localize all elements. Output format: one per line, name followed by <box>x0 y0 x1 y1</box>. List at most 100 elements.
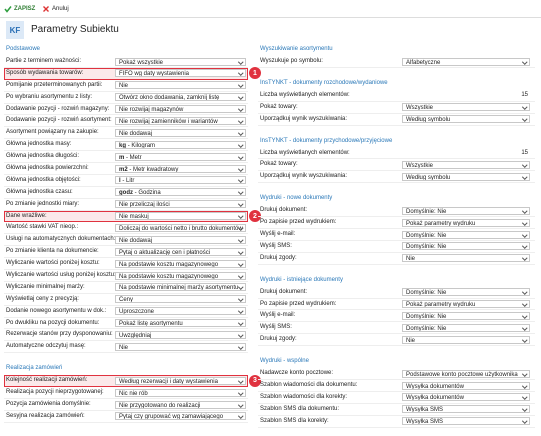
setting-row: Dane wrażliwe: Nie maskuj 2 <box>4 210 261 223</box>
setting-label: Główna jednostka objętości: <box>6 176 81 183</box>
select-value: - Litr <box>122 178 135 185</box>
select-box[interactable]: Wszystkie <box>402 160 530 169</box>
chevron <box>521 325 527 331</box>
select-value: Wszystkie <box>406 162 433 169</box>
setting-row: Główna jednostka objętości: l - Litr <box>4 175 248 187</box>
chevron <box>521 243 527 249</box>
select-value: Nie przeliczaj ilości <box>119 202 170 209</box>
setting-row: Wyślij e-mail: Domyślnie: Nie <box>258 310 535 323</box>
select-box[interactable]: godz - Godzina <box>115 188 246 197</box>
setting-row: Drukuj zgody: Nie <box>258 253 535 265</box>
select-box[interactable]: Na podstawie kosztu magazynowego <box>115 259 246 268</box>
select-value: Pokaż parametry wydruku <box>406 302 476 309</box>
setting-row: Uporządkuj wynik wyszukiwania: Według sym… <box>258 171 535 184</box>
chevron <box>521 382 527 388</box>
setting-label: Wartość stawki VAT nieop.: <box>6 224 79 231</box>
select-box[interactable]: Nie przeliczaj ilości <box>115 200 246 209</box>
cancel-button[interactable]: Anuluj <box>42 4 69 13</box>
setting-row: Drukuj zgody: Nie <box>258 334 535 347</box>
select-box[interactable]: Nie maskuj <box>115 212 246 221</box>
section: Wydruki - istniejące dokumenty Drukuj dok… <box>258 273 535 347</box>
select-box[interactable]: Nie <box>402 335 530 344</box>
select-box[interactable]: Według symbolu <box>402 172 530 181</box>
select-box[interactable]: Wszystkie <box>402 103 530 112</box>
select-value: Nie <box>119 83 129 90</box>
chevron <box>521 219 527 225</box>
select-box[interactable]: Według symbolu <box>402 115 530 124</box>
setting-label: Drukuj zgody: <box>260 254 297 261</box>
select-box[interactable]: l - Litr <box>115 176 246 185</box>
number-input[interactable]: 15 <box>521 150 528 157</box>
setting-row: Dodawanie pozycji - rozwiń asortyment: Ni… <box>4 115 248 128</box>
select-box[interactable]: Na podstawie kosztu magazynowego <box>115 271 246 280</box>
chevron <box>521 289 527 295</box>
select-box[interactable]: Pokaż listę asortymentu <box>115 319 246 328</box>
setting-label: Kolejność realizacji zamówień: <box>6 377 88 384</box>
select-box[interactable]: Pokaż parametry wydruku <box>402 300 530 309</box>
setting-label: Główna jednostka długości: <box>6 153 80 160</box>
save-button[interactable]: ZAPISZ <box>4 4 35 13</box>
setting-label: Dodawanie pozycji - rozwiń magazyny: <box>6 105 110 112</box>
select-box[interactable]: FIFO wg daty wystawienia <box>115 69 246 78</box>
select-box[interactable]: kg - Kilogram <box>115 140 246 149</box>
section: Podstawowe Partie z terminem ważności: Pok… <box>4 42 261 354</box>
select-box[interactable]: Nie dodawaj <box>115 128 246 137</box>
select-box[interactable]: Nic nie rób <box>115 388 246 397</box>
number-input[interactable]: 15 <box>521 92 528 99</box>
setting-row: Kolejność realizacji zamówień: Według rez… <box>4 374 261 388</box>
select-box[interactable]: Doliczaj do wartości netto i brutto doku… <box>115 223 246 232</box>
page-title: Parametry Subiektu <box>31 24 119 35</box>
select-box[interactable]: Domyślnie: Nie <box>402 323 530 332</box>
setting-row: Wyliczanie minimalnej marży: Na podstawie… <box>4 282 248 294</box>
select-box[interactable]: Wysyłka SMS <box>402 417 530 426</box>
select-value: Domyślnie: Nie <box>406 313 447 320</box>
select-box[interactable]: Pytaj czy grupować wg zamawiającego <box>115 412 246 421</box>
select-box[interactable]: Nie rozwijaj zamienników i wariantów <box>115 116 246 125</box>
setting-label: Szablon SMS dla dokumentu: <box>260 405 340 412</box>
setting-label: Partie z terminem ważności: <box>6 58 82 64</box>
section: InsTYNKT - dokumenty przychodowe/przyjęc… <box>258 134 535 184</box>
setting-label: Uporządkuj wynik wyszukiwania: <box>260 173 348 180</box>
select-box[interactable]: Wysyłka dokumentów <box>402 381 530 390</box>
select-box[interactable]: Pokaż parametry wydruku <box>402 218 530 227</box>
select-box[interactable]: Podstawowe konto pocztowe użytkownika <box>402 369 530 378</box>
select-box[interactable]: Domyślnie: Nie <box>402 206 530 215</box>
select-box[interactable]: Otwórz okno dodawania, zamknij listę <box>115 93 246 102</box>
setting-row: Główna jednostka czasu: godz - Godzina <box>4 187 248 199</box>
setting-label: Dodawanie pozycji - rozwiń asortyment: <box>6 117 112 124</box>
select-box[interactable]: Wysyłka SMS <box>402 405 530 414</box>
select-value: Nic nie rób <box>119 390 148 397</box>
select-value: Wysyłka dokumentów <box>406 395 464 402</box>
setting-row: Nadawcze konto pocztowe: Podstawowe konto… <box>258 368 535 381</box>
select-box[interactable]: Pokaż wszystkie <box>115 57 246 66</box>
select-box[interactable]: Domyślnie: Nie <box>402 230 530 239</box>
select-box[interactable]: Nie <box>115 81 246 90</box>
select-box[interactable]: Domyślnie: Nie <box>402 288 530 297</box>
select-box[interactable]: Nie <box>115 342 246 351</box>
setting-label: Wyliczanie minimalnej marży: <box>6 283 85 290</box>
unit-code: godz <box>119 190 133 197</box>
right-column: Wyszukiwanie asortymentu Wyszukuje po sym… <box>258 42 535 436</box>
select-box[interactable]: Ceny <box>115 295 246 304</box>
setting-row: Szablon wiadomości dla korekty: Wysyłka d… <box>258 392 535 404</box>
select-value: Domyślnie: Nie <box>406 244 447 251</box>
select-box[interactable]: Alfabetyczne <box>402 57 530 66</box>
select-box[interactable]: Nie przygotowano do realizacji <box>115 400 246 409</box>
select-box[interactable]: Wysyłka dokumentów <box>402 393 530 402</box>
chevron <box>237 284 243 290</box>
setting-row: Rezerwacje stanów przy dysponowaniu: Uwzg… <box>4 329 248 342</box>
select-box[interactable]: Domyślnie: Nie <box>402 311 530 320</box>
select-box[interactable]: Według rezerwacji i daty wystawienia <box>115 376 246 385</box>
select-box[interactable]: Nie <box>402 254 530 263</box>
select-box[interactable]: Nie rozwijaj magazynów <box>115 105 246 114</box>
setting-row: Liczba wyświetlanych elementów: 15 <box>258 148 535 160</box>
select-box[interactable]: Domyślnie: Nie <box>402 242 530 251</box>
select-box[interactable]: Uproszczone <box>115 307 246 316</box>
select-box[interactable]: Nie dodawaj <box>115 235 246 244</box>
select-box[interactable]: m - Metr <box>115 152 246 161</box>
select-box[interactable]: Pytaj o aktualizację cen i płatności <box>115 247 246 256</box>
select-box[interactable]: Uwzględniaj <box>115 330 246 339</box>
select-box[interactable]: Na podstawie minimalnej marży asortyment… <box>115 283 246 292</box>
select-value: Pokaż wszystkie <box>119 59 164 66</box>
select-box[interactable]: m2 - Metr kwadratowy <box>115 164 246 173</box>
